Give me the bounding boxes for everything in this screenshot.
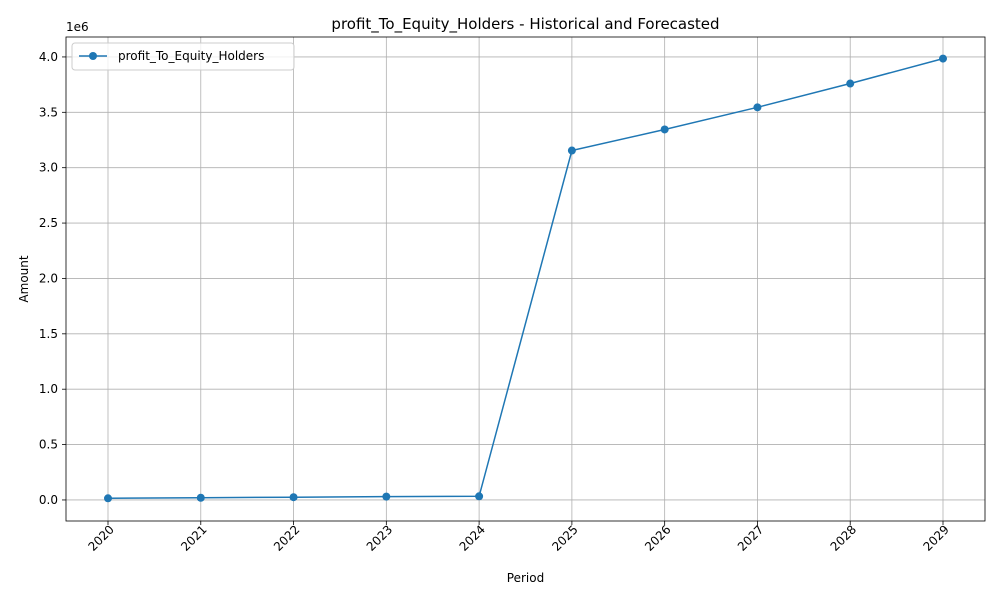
chart-title: profit_To_Equity_Holders - Historical an…: [331, 15, 719, 34]
data-point: [196, 493, 205, 502]
x-tick-label: 2025: [549, 522, 580, 553]
x-axis-label: Period: [507, 571, 544, 585]
x-tick-label: 2027: [735, 522, 766, 553]
x-tick-label: 2021: [178, 522, 209, 553]
y-tick-label: 1.5: [39, 327, 58, 341]
data-point: [753, 103, 762, 112]
y-tick-label: 1.0: [39, 382, 58, 396]
y-axis-label: Amount: [17, 255, 31, 302]
y-tick-label: 2.0: [39, 271, 58, 285]
x-tick-label: 2020: [85, 522, 116, 553]
data-point: [104, 494, 112, 503]
y-tick-label: 0.5: [39, 438, 58, 452]
data-point: [660, 125, 669, 134]
x-tick-label: 2022: [271, 522, 302, 553]
plot-frame: [65, 36, 986, 522]
data-point: [567, 146, 576, 155]
data-point: [475, 492, 484, 501]
series-layer: [104, 54, 947, 503]
y-tick-label: 2.5: [39, 216, 58, 230]
data-point: [846, 79, 855, 88]
x-tick-label: 2023: [364, 522, 395, 553]
x-tick-label: 2028: [828, 522, 859, 553]
legend-dot-marker: [89, 52, 97, 60]
grid-lines: [66, 37, 985, 521]
x-tick-label: 2029: [920, 522, 951, 553]
y-tick-label: 0.0: [39, 493, 58, 507]
series-line: [107, 57, 944, 500]
y-tick-label: 3.5: [39, 105, 58, 119]
x-tick-label: 2024: [457, 522, 488, 553]
data-point: [382, 492, 391, 501]
legend: profit_To_Equity_Holders: [71, 42, 295, 71]
data-point: [289, 493, 298, 502]
y-axis-offset-label: 1e6: [66, 20, 89, 34]
y-tick-label: 3.0: [39, 161, 58, 175]
data-point: [939, 54, 947, 63]
x-tick-label: 2026: [642, 522, 673, 553]
axes: 2020 2021 2022 2023 2024 2025 2026 2027 2028 2029…: [39, 36, 986, 554]
legend-box: [71, 42, 295, 71]
legend-label: profit_To_Equity_Holders: [118, 49, 264, 63]
y-tick-label: 4.0: [39, 50, 58, 64]
